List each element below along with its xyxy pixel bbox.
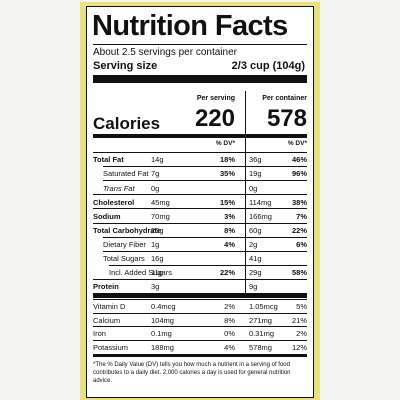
daily-value: 3%	[224, 211, 235, 221]
rule	[93, 312, 307, 314]
amount: 2g	[249, 239, 258, 249]
nutrient-name: Calcium	[93, 315, 121, 325]
rule	[93, 208, 307, 210]
daily-value: 22%	[219, 268, 235, 278]
daily-value: 4%	[224, 239, 235, 249]
nutrient-name: Dietary Fiber	[103, 239, 146, 249]
amount: 578mg	[249, 342, 272, 352]
daily-value: 38%	[291, 197, 307, 207]
amount: 11g	[151, 268, 163, 278]
rule	[93, 339, 307, 341]
calories-value: 578	[266, 105, 307, 132]
rule	[93, 278, 307, 280]
nutrient-name: Potassium	[93, 342, 129, 352]
daily-value: 35%	[219, 169, 235, 179]
amount: 3g	[151, 282, 160, 292]
amount: 104mg	[151, 315, 174, 325]
amount: 1g	[151, 239, 160, 249]
amount: 14g	[151, 155, 164, 165]
amount: 60g	[249, 225, 262, 235]
amount: 36g	[249, 155, 262, 165]
amount: 9g	[249, 282, 258, 292]
rule	[103, 166, 307, 167]
column-header: Per container	[262, 95, 307, 102]
rule	[93, 44, 307, 45]
amount: 0g	[151, 183, 160, 193]
daily-value: 18%	[219, 155, 235, 165]
amount: 0.4mcg	[151, 302, 176, 311]
serving-size-label: Serving size	[93, 60, 158, 72]
daily-value: 96%	[291, 169, 307, 179]
rule	[93, 222, 307, 224]
daily-value: 21%	[291, 315, 307, 325]
servings: About 2.5 servings per container	[93, 47, 237, 58]
amount: 70mg	[151, 211, 170, 221]
amount: 0.1mg	[151, 329, 172, 338]
nutrient-name: Incl. Added Sugars	[109, 268, 172, 278]
nutrient-name: Total Fat	[93, 155, 124, 165]
rule	[109, 264, 307, 266]
nutrient-name: Trans Fat	[103, 183, 135, 193]
nutrition-label: Nutrition Facts About 2.5 servings per co…	[86, 6, 314, 398]
dv-header: % DV*	[215, 140, 235, 147]
amount: 7g	[151, 169, 160, 179]
daily-value: 8%	[224, 225, 235, 235]
amount: 0g	[249, 183, 258, 193]
daily-value: 58%	[291, 268, 307, 278]
calories-value: 220	[194, 105, 235, 132]
nutrient-name: Saturated Fat	[103, 169, 149, 179]
nutrient-name: Iron	[93, 329, 106, 338]
rule	[103, 180, 307, 181]
rule	[93, 194, 307, 196]
daily-value: 4%	[224, 342, 235, 352]
amount: 188mg	[151, 342, 174, 352]
amount: 1.05mcg	[249, 302, 278, 311]
daily-value: 6%	[296, 239, 307, 249]
nutrient-name: Cholesterol	[93, 197, 135, 207]
daily-value: 7%	[296, 211, 307, 221]
daily-value: 5%	[296, 302, 307, 311]
daily-value: 8%	[224, 315, 235, 325]
nutrient-name: Total Carbohydrate	[93, 225, 162, 235]
divider	[245, 91, 246, 296]
amount: 45mg	[151, 197, 170, 207]
amount: 19g	[249, 169, 262, 179]
amount: 0.31mg	[249, 329, 275, 338]
amount: 23g	[151, 225, 164, 235]
dv-header: % DV*	[287, 140, 307, 147]
amount: 271mg	[249, 315, 272, 325]
amount: 16g	[151, 254, 164, 263]
rule	[103, 236, 307, 238]
rule	[103, 250, 307, 252]
rule	[93, 152, 307, 153]
daily-value: 12%	[291, 342, 307, 352]
rule	[93, 299, 307, 300]
serving-size-value: 2/3 cup (104g)	[231, 60, 305, 72]
daily-value: 22%	[291, 225, 307, 235]
amount: 29g	[249, 268, 262, 278]
amount: 41g	[249, 254, 262, 263]
amount: 166mg	[249, 211, 272, 221]
rule	[93, 354, 307, 357]
daily-value: 0%	[224, 329, 235, 338]
daily-value: 2%	[224, 302, 235, 311]
footnote: *The % Daily Value (DV) tells you how mu…	[93, 362, 291, 385]
rule	[93, 326, 307, 327]
daily-value: 46%	[291, 155, 307, 165]
calories-label: Calories	[93, 114, 161, 133]
daily-value: 2%	[296, 329, 307, 338]
nutrient-name: Total Sugars	[103, 254, 145, 263]
nutrient-name: Protein	[93, 282, 119, 292]
column-header: Per serving	[196, 95, 235, 102]
rule	[93, 134, 307, 138]
nutrient-name: Vitamin D	[93, 302, 126, 311]
amount: 114mg	[249, 197, 272, 207]
rule	[93, 75, 307, 83]
rule	[93, 293, 307, 298]
daily-value: 15%	[219, 197, 235, 207]
nutrient-name: Sodium	[93, 211, 121, 221]
title: Nutrition Facts	[92, 10, 288, 42]
